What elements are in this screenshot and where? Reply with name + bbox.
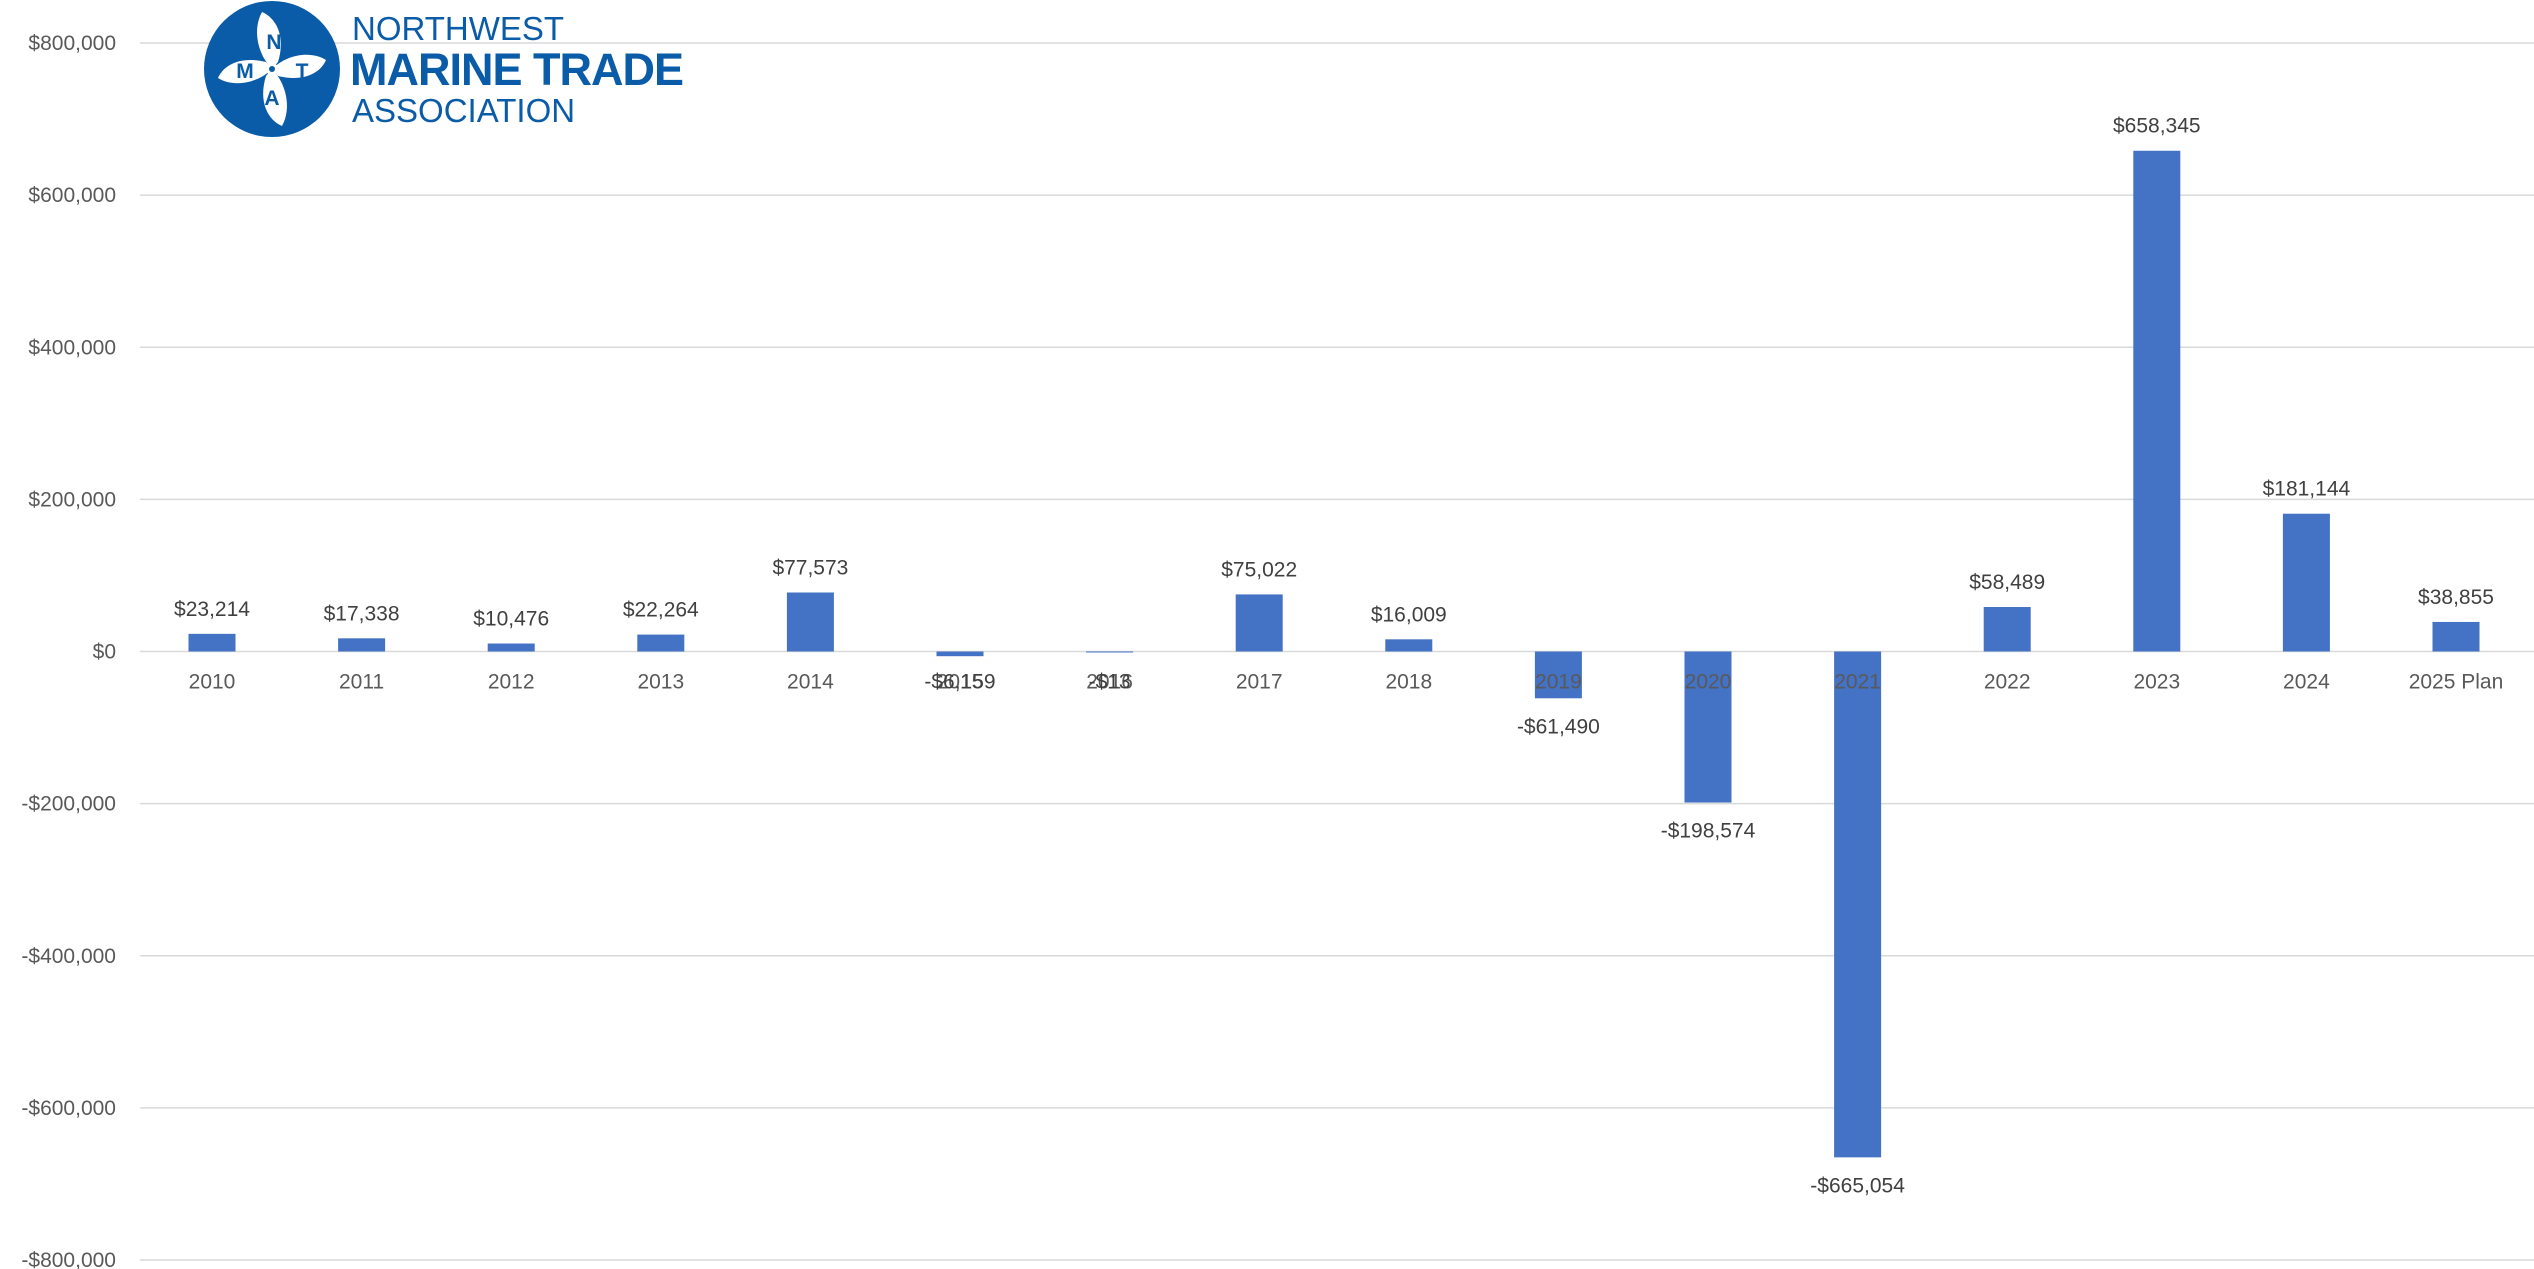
data-label: $23,214 <box>174 598 250 621</box>
data-label: $17,338 <box>324 602 400 625</box>
y-tick-label: $800,000 <box>28 32 116 55</box>
bar-2017 <box>1235 594 1283 652</box>
category-label: 2015 <box>937 671 984 694</box>
bar-2023 <box>2133 150 2181 652</box>
data-label: $22,264 <box>623 599 699 622</box>
category-label: 2024 <box>2283 671 2330 694</box>
category-label: 2010 <box>189 671 236 694</box>
data-label: -$198,574 <box>1661 820 1756 843</box>
bar-2018 <box>1385 639 1433 652</box>
bar-2016 <box>1086 651 1134 653</box>
category-label: 2011 <box>339 671 384 694</box>
bar-2019 <box>1534 651 1582 699</box>
bars <box>188 150 2480 1158</box>
category-label: 2020 <box>1685 671 1732 694</box>
bar-2011 <box>338 638 386 652</box>
y-tick-label: $0 <box>93 641 116 664</box>
category-label: 2025 Plan <box>2409 671 2504 694</box>
logo-letter-t: T <box>296 60 309 83</box>
category-label: 2016 <box>1086 671 1133 694</box>
data-label: $75,022 <box>1221 558 1297 581</box>
y-axis-tick-labels: $800,000 $600,000 $400,000 $200,000 $0 -$200,… <box>21 32 116 1269</box>
data-label: $77,573 <box>772 556 848 579</box>
category-label: 2022 <box>1984 671 2031 694</box>
data-label: -$6,159 <box>924 671 995 694</box>
bar-2012 <box>487 643 535 652</box>
bar-2014 <box>786 592 834 652</box>
bar-2013 <box>637 634 685 652</box>
bar-2021 <box>1834 651 1882 1158</box>
data-label: -$665,054 <box>1810 1174 1905 1197</box>
category-label: 2018 <box>1385 671 1432 694</box>
bar-2022 <box>1983 607 2031 652</box>
data-label: $16,009 <box>1371 603 1447 626</box>
category-label: 2023 <box>2133 671 2180 694</box>
data-label: $181,144 <box>2263 478 2351 501</box>
category-label: 2013 <box>637 671 684 694</box>
data-label: $658,345 <box>2113 115 2201 138</box>
y-tick-label: $600,000 <box>28 184 116 207</box>
y-tick-label: $400,000 <box>28 336 116 359</box>
bar-2015 <box>936 651 984 657</box>
data-label: -$13 <box>1089 671 1131 694</box>
y-tick-label: -$600,000 <box>21 1097 116 1120</box>
bar-2010 <box>188 633 236 652</box>
data-labels: $23,214 $17,338 $10,476 $22,264 $77,573 -$6,1… <box>174 115 2494 1198</box>
logo-line-association: ASSOCIATION <box>352 92 575 129</box>
logo-letter-n: N <box>266 31 281 54</box>
bar-2020 <box>1684 651 1732 803</box>
y-tick-label: -$200,000 <box>21 793 116 816</box>
data-label: $38,855 <box>2418 586 2494 609</box>
category-label: 2021 <box>1834 671 1881 694</box>
logo-line-northwest: NORTHWEST <box>352 10 564 47</box>
y-tick-label: -$800,000 <box>21 1249 116 1269</box>
propeller-icon <box>218 12 326 126</box>
x-axis-category-labels: 2010 2011 2012 2013 2014 2015 2016 2017 2018 2019… <box>189 671 2504 694</box>
logo-letter-a: A <box>264 87 279 110</box>
data-label: $58,489 <box>1969 571 2045 594</box>
data-label: -$61,490 <box>1517 715 1600 738</box>
nmta-logo: N T A M NORTHWEST MARINE TRADE ASSOCIATI… <box>204 1 684 137</box>
bar-2024 <box>2282 513 2330 652</box>
logo-letter-m: M <box>236 60 254 83</box>
category-label: 2014 <box>787 671 834 694</box>
category-label: 2012 <box>488 671 535 694</box>
y-tick-label: $200,000 <box>28 488 116 511</box>
logo-line-marine-trade: MARINE TRADE <box>350 44 683 95</box>
category-label: 2017 <box>1236 671 1283 694</box>
gridlines <box>140 42 2534 1261</box>
bar-2025-plan <box>2432 621 2480 652</box>
data-label: $10,476 <box>473 608 549 631</box>
category-label: 2019 <box>1535 671 1582 694</box>
y-tick-label: -$400,000 <box>21 945 116 968</box>
